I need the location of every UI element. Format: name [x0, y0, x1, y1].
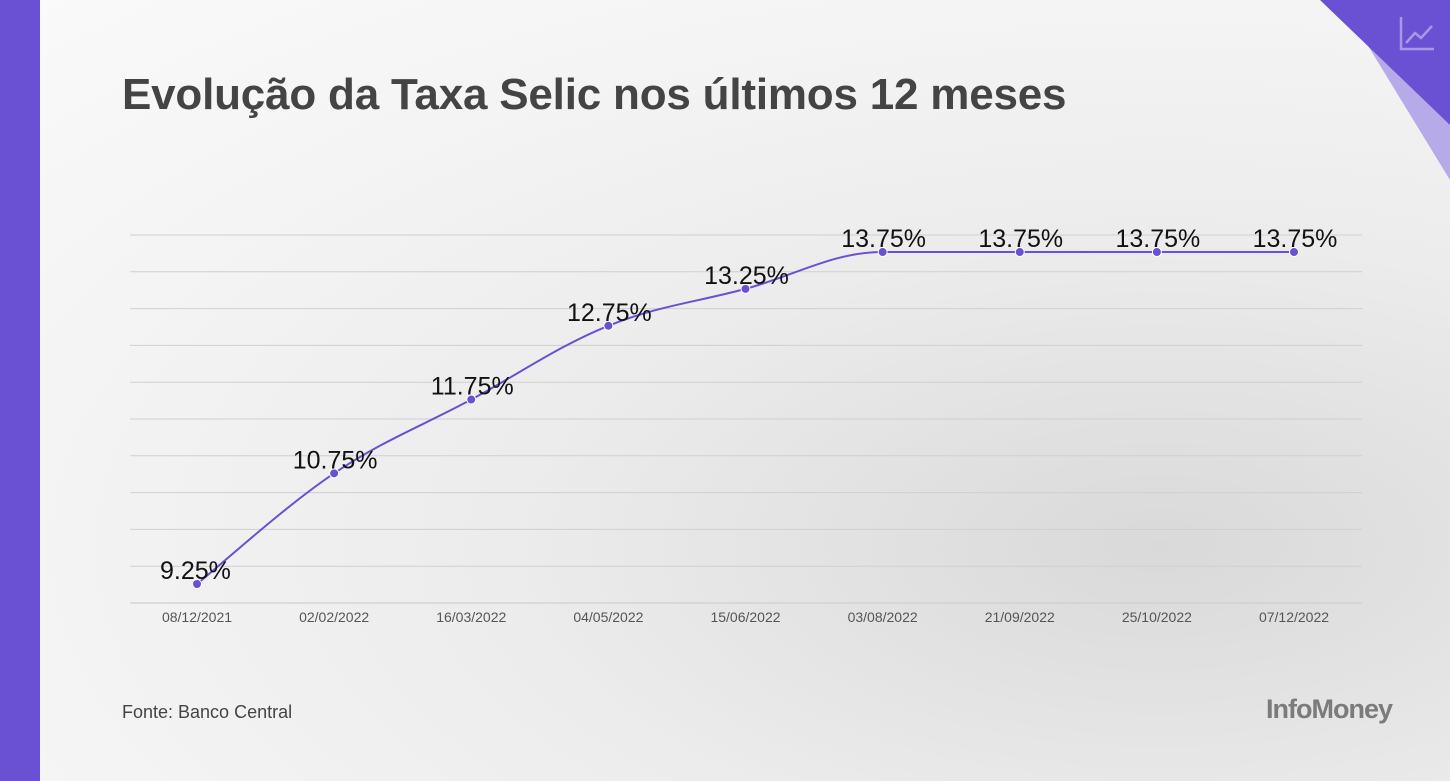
x-tick-label: 07/12/2022 [1259, 609, 1329, 625]
corner-decoration [1320, 0, 1450, 180]
data-point [1289, 247, 1299, 257]
data-label: 12.75% [567, 299, 652, 327]
data-label: 13.25% [704, 262, 789, 290]
x-tick-label: 08/12/2021 [162, 609, 232, 625]
data-label: 9.25% [160, 557, 231, 585]
data-point [192, 579, 202, 589]
data-points [192, 247, 1299, 589]
data-point [1151, 247, 1162, 257]
x-tick-label: 03/08/2022 [848, 609, 918, 625]
x-tick-label: 04/05/2022 [573, 609, 643, 625]
left-accent-bar [0, 0, 40, 781]
data-point [877, 247, 888, 257]
data-label: 10.75% [293, 446, 378, 474]
data-point [603, 320, 614, 331]
corner-dark-triangle [1320, 0, 1450, 125]
data-label: 13.75% [841, 225, 926, 253]
x-tick-label: 21/09/2022 [985, 609, 1055, 625]
gridlines [130, 234, 1362, 604]
data-labels: 9.25% 10.75% 11.75% 12.75% 13.25% 13.75% 13.75… [160, 225, 1337, 585]
data-point [466, 394, 477, 405]
chart-title: Evolução da Taxa Selic nos últimos 12 me… [122, 70, 1067, 119]
data-label: 13.75% [1115, 225, 1200, 253]
x-tick-label: 16/03/2022 [436, 609, 506, 625]
series-line [196, 250, 1294, 585]
x-tick-label: 15/06/2022 [710, 609, 780, 625]
data-label: 13.75% [1253, 225, 1338, 253]
data-point [1014, 247, 1025, 257]
data-point [740, 283, 751, 294]
x-tick-label: 02/02/2022 [299, 609, 369, 625]
infomoney-logo: InfoMoney [1266, 694, 1393, 724]
x-tick-labels: 08/12/2021 02/02/2022 16/03/2022 04/05/2022… [162, 609, 1329, 625]
data-label: 13.75% [978, 225, 1063, 253]
data-point [329, 468, 340, 479]
source-note: Fonte: Banco Central [122, 702, 293, 722]
line-chart-icon [1399, 17, 1434, 51]
data-label: 11.75% [431, 373, 514, 401]
x-tick-label: 25/10/2022 [1122, 609, 1192, 625]
